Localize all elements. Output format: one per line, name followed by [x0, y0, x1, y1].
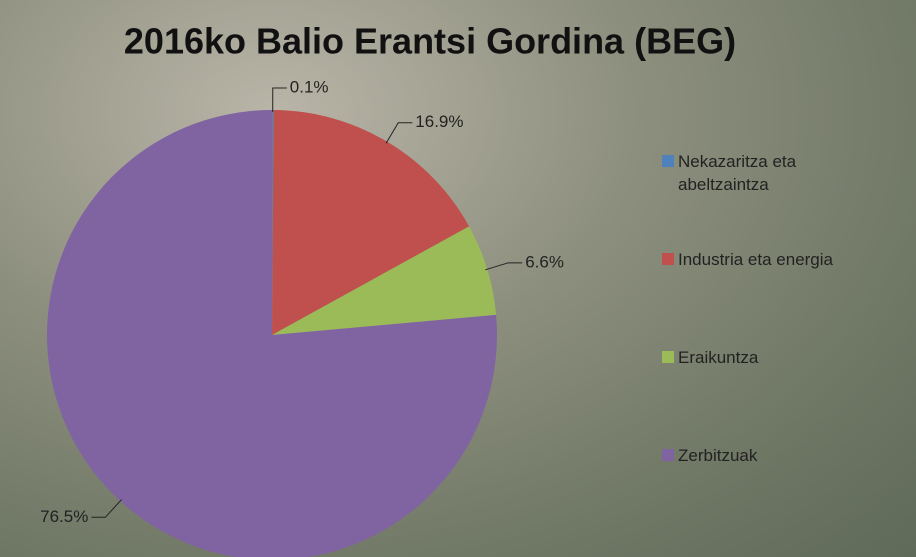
leader-line [385, 122, 413, 144]
legend-swatch [662, 155, 674, 167]
pie-slice [272, 110, 274, 335]
legend-label: Zerbitzuak [678, 446, 758, 465]
pie-slice [272, 226, 497, 335]
legend-swatch [662, 351, 674, 363]
data-label: 16.9% [415, 112, 463, 131]
legend-label: Eraikuntza [678, 348, 759, 367]
legend-item: Nekazaritza eta abeltzaintza [662, 150, 853, 196]
data-label: 76.5% [40, 507, 88, 526]
pie-slice [47, 110, 497, 557]
legend-label: Industria eta energia [678, 250, 833, 269]
pie-slice [272, 110, 470, 336]
chart-title: 2016ko Balio Erantsi Gordina (BEG) [124, 21, 736, 62]
legend-swatch [662, 253, 674, 265]
legend-item: Eraikuntza [662, 346, 853, 369]
data-label: 6.6% [525, 252, 564, 271]
legend-swatch [662, 449, 674, 461]
legend-item: Industria eta energia [662, 248, 853, 271]
leader-line [485, 262, 523, 271]
leader-line [272, 87, 287, 113]
data-label: 0.1% [290, 77, 329, 96]
legend-label: Nekazaritza eta abeltzaintza [678, 152, 797, 194]
legend-item: Zerbitzuak [662, 444, 853, 467]
leader-line [91, 499, 122, 518]
